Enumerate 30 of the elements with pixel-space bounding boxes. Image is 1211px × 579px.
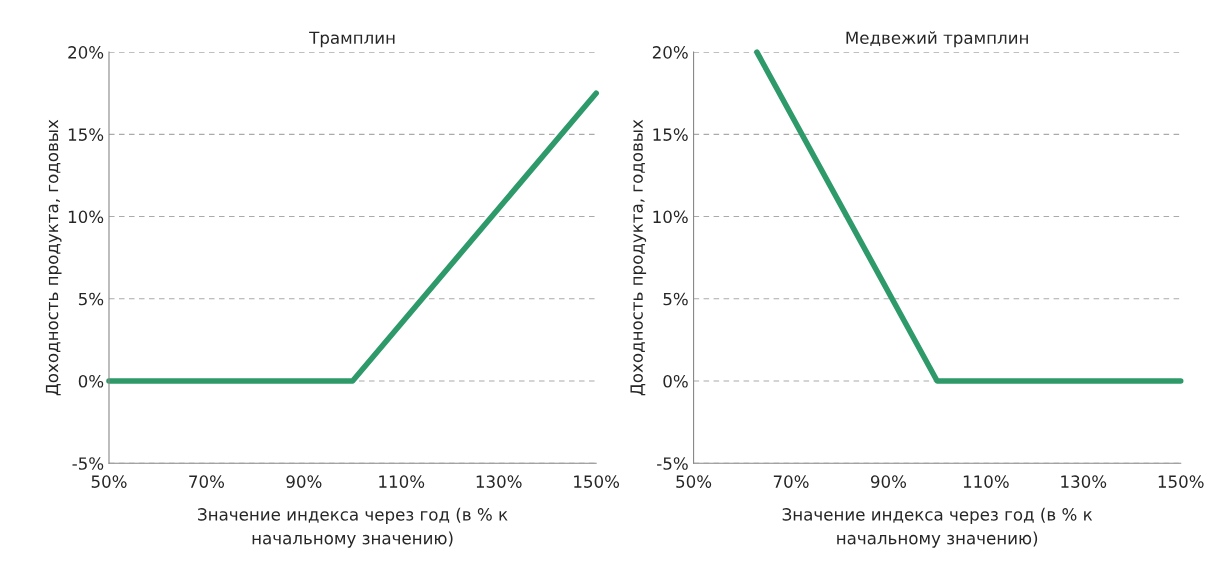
x-axis-title: Значение индекса через год (в % к начальному значению): [782, 507, 1093, 548]
y-tick-label: 5%: [663, 292, 688, 306]
y-tick-label: -5%: [72, 457, 104, 470]
y-tick-label: 15%: [653, 128, 688, 141]
y-tick-label: -5%: [657, 457, 688, 470]
x-tick-label: 130%: [476, 475, 522, 488]
y-axis-title: Доходность продукта, годовых: [630, 119, 647, 396]
x-tick-label: 50%: [91, 475, 127, 488]
x-tick-label: 70%: [189, 475, 225, 488]
y-tick-label: 10%: [68, 210, 104, 224]
y-tick-label: 15%: [68, 128, 104, 141]
chart-title: Медвежий трамплин: [846, 31, 1028, 48]
x-tick-label: 130%: [1061, 475, 1107, 488]
y-tick-label: 20%: [652, 46, 688, 59]
y-tick-label: 20%: [68, 46, 104, 59]
y-tick-label: 10%: [653, 210, 688, 224]
y-axis-title: Доходность продукта, годовых: [45, 119, 62, 396]
x-tick-label: 90%: [870, 475, 907, 488]
x-axis-title: Значение индекса через год (в % к начальному значению): [198, 507, 508, 548]
x-tick-label: 150%: [1158, 475, 1204, 488]
y-tick-label: 0%: [663, 374, 688, 388]
x-tick-label: 90%: [286, 475, 322, 488]
x-tick-label: 70%: [773, 475, 809, 488]
y-tick-label: 0%: [78, 374, 104, 388]
x-tick-label: 110%: [963, 475, 1009, 488]
x-tick-label: 50%: [676, 475, 712, 488]
chart-title: Трамплин: [309, 31, 395, 48]
x-tick-label: 150%: [574, 475, 620, 488]
y-tick-label: 5%: [78, 292, 104, 306]
x-tick-label: 110%: [379, 475, 425, 488]
